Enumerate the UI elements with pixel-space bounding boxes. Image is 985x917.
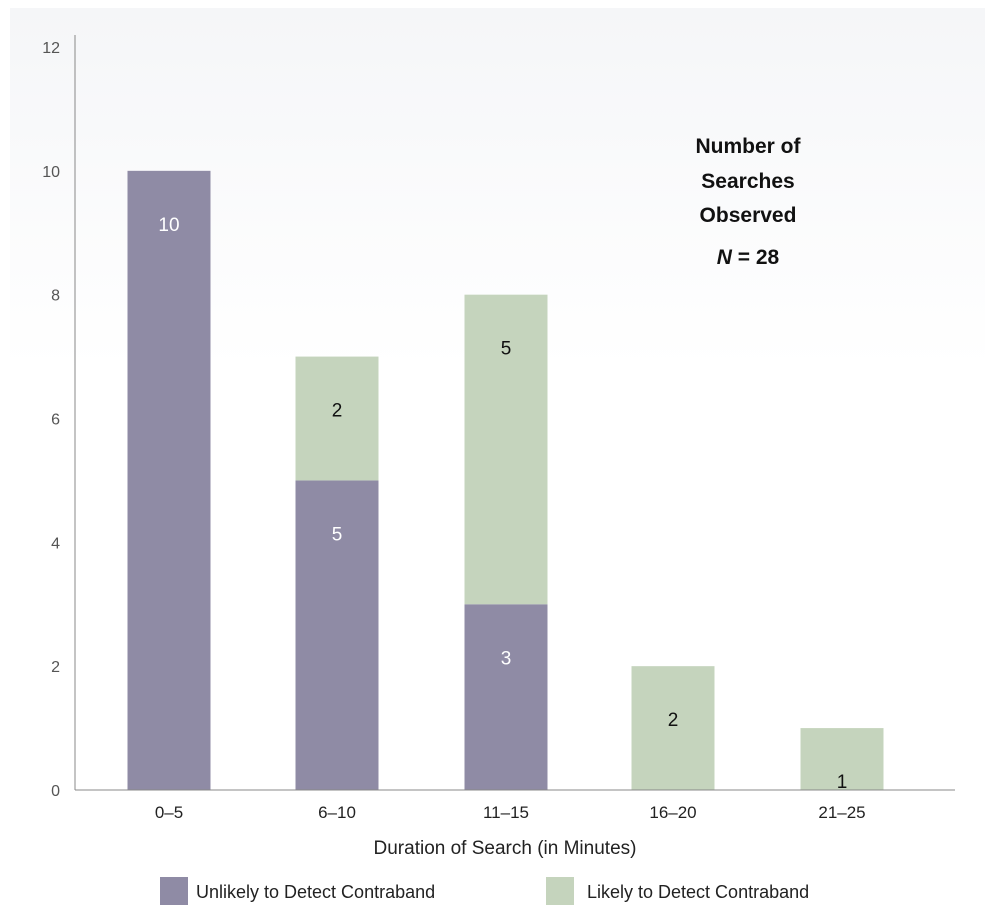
bar-unlikely [295,480,379,790]
legend-label-likely: Likely to Detect Contraband [587,882,809,902]
bar-likely [464,294,548,605]
annotation-n-value: = 28 [732,246,780,269]
y-tick-label: 6 [51,412,60,429]
bars: 10 5 2 3 5 2 1 [127,170,884,793]
legend: Unlikely to Detect Contraband Likely to … [160,877,809,905]
bar-value-label: 2 [332,401,343,422]
x-axis: 0–5 6–10 11–15 16–20 21–25 [75,789,955,822]
annotation: Number of Searches Observed N = 28 [696,135,802,269]
y-tick-label: 12 [42,40,60,57]
y-axis: 0 2 4 6 8 10 12 [42,35,76,800]
y-tick-label: 4 [51,535,60,552]
legend-item-likely: Likely to Detect Contraband [546,877,809,905]
y-tick-label: 10 [42,164,60,181]
legend-item-unlikely: Unlikely to Detect Contraband [160,877,435,905]
x-tick-label: 11–15 [483,803,529,822]
x-tick-label: 16–20 [649,803,696,822]
annotation-line-2: Searches [701,170,794,193]
annotation-n-symbol: N [717,246,733,269]
bar-value-label: 5 [501,339,512,360]
x-tick-label: 21–25 [818,803,865,822]
legend-label-unlikely: Unlikely to Detect Contraband [196,882,435,902]
bar-value-label: 1 [837,772,848,793]
annotation-line-3: Observed [700,204,797,227]
legend-swatch-unlikely [160,877,188,905]
bar-value-label: 2 [668,710,679,731]
x-axis-title: Duration of Search (in Minutes) [374,838,637,859]
annotation-line-1: Number of [696,135,802,158]
bar-unlikely [127,170,211,791]
y-tick-label: 0 [51,783,60,800]
bar-likely [295,356,379,481]
bar-likely [631,666,715,790]
x-tick-label: 0–5 [155,803,183,822]
bar-value-label: 10 [158,215,179,236]
bar-value-label: 5 [332,524,343,545]
bar-likely [800,728,884,790]
legend-swatch-likely [546,877,574,905]
y-tick-label: 8 [51,288,60,305]
annotation-n: N = 28 [717,246,780,269]
bar-value-label: 3 [501,648,512,669]
y-tick-label: 2 [51,659,60,676]
bar-unlikely [464,604,548,790]
x-tick-label: 6–10 [318,803,356,822]
